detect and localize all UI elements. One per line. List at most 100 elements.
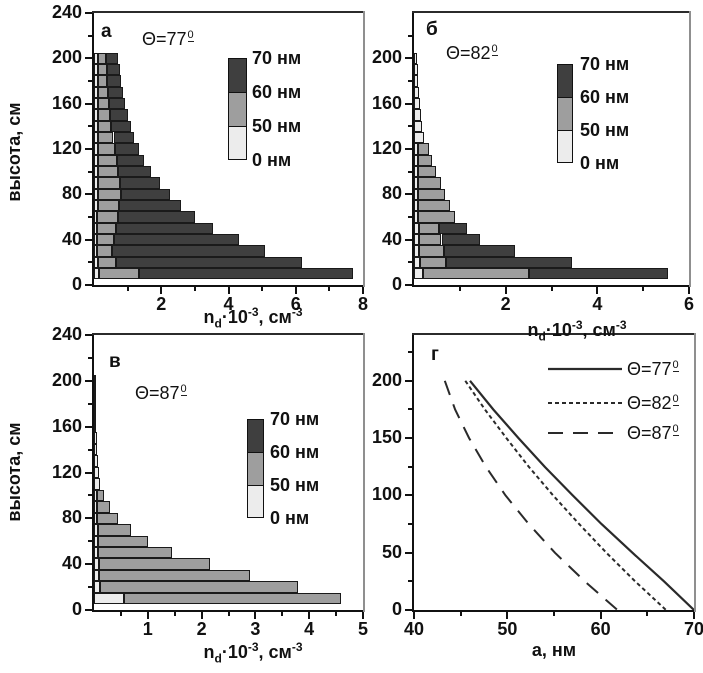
- y-tick-label: 80: [61, 183, 82, 204]
- y-minor-tick: [88, 34, 92, 37]
- y-minor-tick: [408, 408, 412, 411]
- bar-segment-0-50nm: [414, 64, 418, 76]
- x-major-tick: [294, 287, 297, 294]
- legend-label-theta-87: Θ=870: [627, 422, 679, 444]
- bar-segment-0-50nm: [414, 200, 418, 212]
- x-axis-line: [412, 610, 696, 612]
- y-major-tick: [85, 12, 92, 14]
- x-major-tick: [413, 612, 415, 619]
- legend-swatch-70nm: [558, 65, 572, 98]
- x-tick-label: 1: [142, 619, 153, 639]
- y-major-tick: [85, 379, 92, 382]
- y-tick-label: 240: [51, 324, 82, 344]
- legend-swatch-70nm: [248, 420, 263, 453]
- legend-line-long-dash: [548, 432, 622, 434]
- bar-segment-0-50nm: [414, 86, 420, 98]
- bar-segment-70nm: [108, 86, 123, 98]
- x-tick-label: 2: [196, 619, 207, 639]
- bar-segment-70nm: [115, 222, 214, 234]
- legend-label-0nm: 0 нм: [270, 508, 310, 528]
- bar-segment-60nm: [98, 120, 112, 132]
- y-tick-label: 0: [391, 274, 402, 294]
- x-minor-tick: [459, 612, 462, 616]
- bar-segment-60nm: [418, 245, 444, 257]
- degree-sign: 0: [187, 29, 194, 42]
- panel-a-plot: 2 4 6 8 0 40 80 120 160 200 240: [52, 2, 368, 314]
- y-major-tick: [405, 284, 412, 286]
- bar-segment-0-50nm: [94, 268, 100, 280]
- bar-segment-0-50nm: [94, 222, 98, 234]
- plot-top-border: [92, 333, 365, 335]
- bar-segment-70nm: [107, 75, 121, 87]
- nd-units-exponent: -3: [291, 305, 303, 319]
- x-minor-tick: [335, 612, 338, 616]
- bar-segment-0-50nm: [94, 455, 99, 467]
- legend-swatch-70nm: [229, 59, 246, 93]
- bar-segment-70nm: [119, 200, 182, 212]
- nd-subscript: d: [538, 329, 546, 344]
- panel-a-annotation-text: Θ=77: [142, 29, 187, 49]
- legend-label-60nm: 60 нм: [270, 442, 320, 462]
- bar-segment-0-50nm: [94, 109, 99, 121]
- legend-label-70nm: 70 нм: [580, 54, 630, 74]
- bar-segment-0-50nm: [414, 98, 420, 110]
- bar-segment-60nm: [98, 52, 107, 64]
- legend-theta-82-text: Θ=82: [627, 393, 672, 413]
- nd-symbol: n: [527, 320, 539, 340]
- bar-segment-70nm: [116, 154, 145, 166]
- bar-segment-60nm: [97, 501, 111, 513]
- bar-segment-0-50nm: [94, 132, 99, 144]
- bar-segment-60nm: [423, 268, 529, 280]
- panel-b-letter: б: [426, 19, 438, 40]
- bar-segment-0-50nm: [414, 120, 423, 132]
- y-minor-tick: [88, 216, 92, 218]
- bar-segment-0-50nm: [94, 188, 99, 200]
- bar-segment-60nm: [98, 64, 107, 76]
- y-minor-tick: [408, 170, 412, 173]
- legend-colorbar-a: [228, 58, 247, 160]
- x-axis-title-v: nd·10-3, см-3: [133, 636, 373, 670]
- y-tick-label: 120: [371, 138, 402, 158]
- bar-segment-0-50nm: [94, 98, 99, 110]
- panel-b-annotation-text: Θ=82: [446, 43, 491, 63]
- plot-top-border: [412, 333, 696, 335]
- bar-segment-0-50nm: [94, 501, 98, 513]
- bar-segment-60nm: [98, 109, 111, 121]
- legend-swatch-0-50nm: [248, 484, 263, 517]
- y-major-tick: [85, 334, 92, 336]
- bar-segment-60nm: [98, 166, 119, 178]
- y-axis-line: [412, 333, 414, 612]
- bar-segment-0-50nm: [94, 245, 98, 257]
- bar-segment-0-50nm: [414, 143, 418, 155]
- bar-segment-60nm: [417, 166, 436, 178]
- panel-g-letter: г: [431, 344, 439, 365]
- plot-top-border: [92, 11, 365, 13]
- x-major-tick: [362, 287, 364, 294]
- y-major-tick: [405, 148, 412, 150]
- y-minor-tick: [408, 34, 412, 37]
- panel-b-plot: 2 4 6 0 40 80 120 160 200: [372, 11, 694, 314]
- radius-height-curves: [443, 380, 694, 610]
- bar-segment-60nm: [417, 200, 450, 212]
- bar-segment-0-50nm: [94, 478, 101, 490]
- nd-times-ten: ·10: [221, 642, 248, 662]
- legend-label-60nm: 60 нм: [252, 82, 302, 102]
- x-axis-line: [92, 285, 365, 287]
- bar-segment-60nm: [418, 222, 440, 234]
- bar-segment-70nm: [110, 109, 128, 121]
- x-minor-tick: [553, 612, 555, 616]
- y-tick-label: 40: [61, 228, 82, 249]
- y-axis-line: [92, 333, 94, 612]
- bar-segment-0-50nm: [94, 75, 99, 87]
- y-tick-label: 240: [51, 2, 82, 22]
- x-tick-label: 4: [304, 619, 315, 639]
- x-minor-tick: [173, 612, 176, 616]
- x-minor-tick: [458, 287, 461, 291]
- y-minor-tick: [408, 216, 412, 218]
- bar-segment-60nm: [98, 154, 117, 166]
- bar-segment-70nm: [109, 98, 125, 110]
- y-minor-tick: [408, 351, 412, 354]
- y-major-tick: [85, 609, 92, 611]
- y-tick-label: 0: [391, 599, 402, 619]
- bar-segment-70nm: [120, 177, 160, 189]
